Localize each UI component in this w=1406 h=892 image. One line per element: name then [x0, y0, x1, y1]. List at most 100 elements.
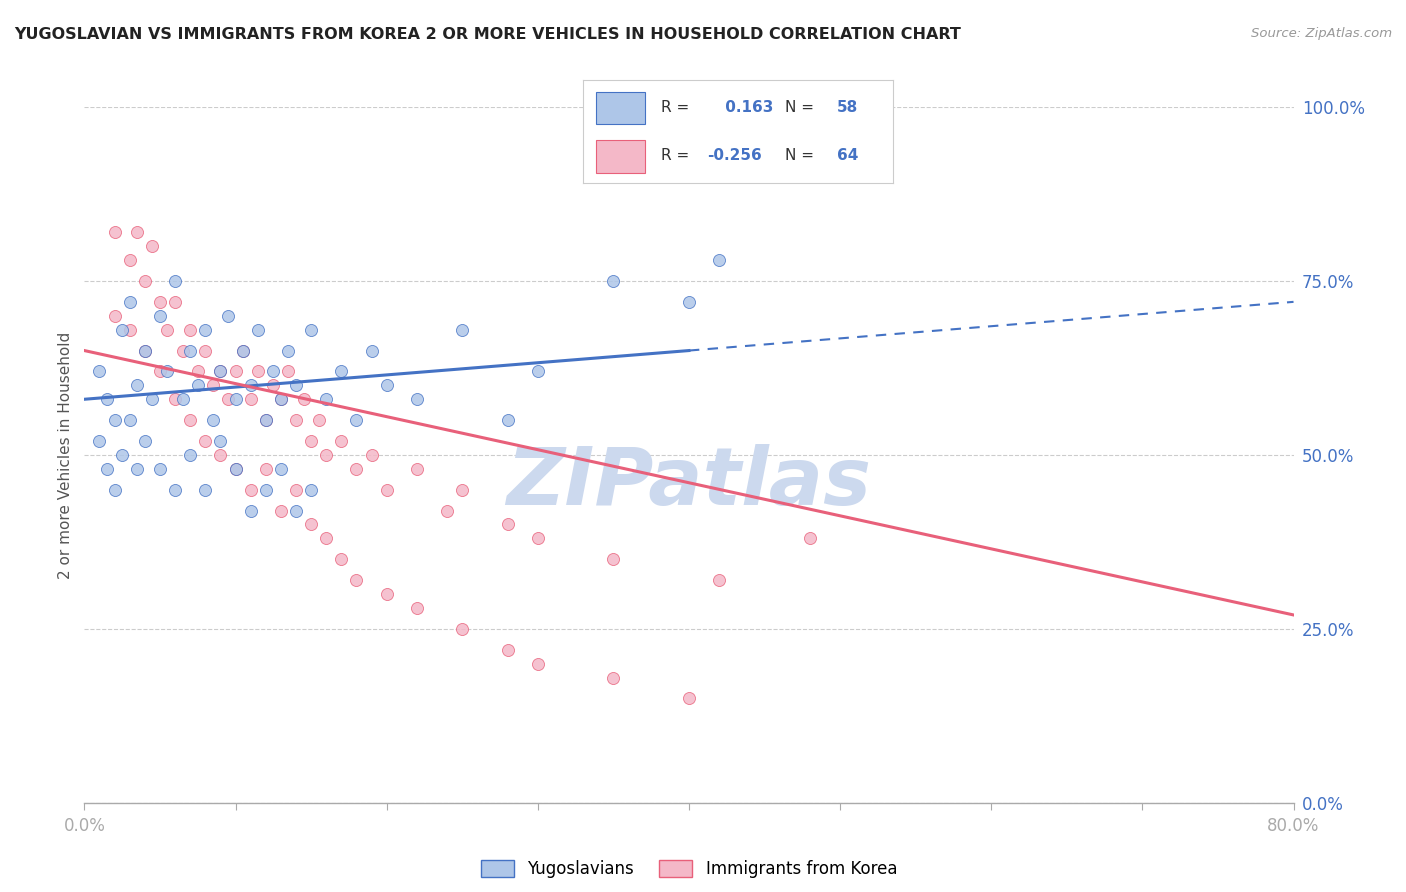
Point — [602, 671, 624, 685]
Point — [678, 294, 700, 309]
Point — [209, 448, 232, 462]
Point — [709, 253, 731, 268]
Point — [239, 392, 262, 407]
Point — [254, 462, 277, 476]
Point — [406, 462, 429, 476]
Point — [527, 657, 550, 671]
Point — [134, 343, 156, 358]
Text: YUGOSLAVIAN VS IMMIGRANTS FROM KOREA 2 OR MORE VEHICLES IN HOUSEHOLD CORRELATION: YUGOSLAVIAN VS IMMIGRANTS FROM KOREA 2 O… — [14, 27, 960, 42]
Point — [165, 392, 187, 407]
Point — [254, 413, 277, 427]
Point — [375, 587, 398, 601]
Point — [330, 364, 353, 378]
Point — [270, 392, 292, 407]
Point — [527, 364, 550, 378]
Point — [172, 392, 194, 407]
Point — [165, 483, 187, 497]
Text: -0.256: -0.256 — [707, 148, 762, 162]
Point — [436, 503, 458, 517]
Point — [156, 323, 179, 337]
Point — [239, 503, 262, 517]
Point — [451, 323, 474, 337]
Text: R =: R = — [661, 148, 689, 162]
Point — [96, 392, 118, 407]
Point — [330, 552, 353, 566]
Y-axis label: 2 or more Vehicles in Household: 2 or more Vehicles in Household — [58, 331, 73, 579]
Point — [127, 462, 149, 476]
Point — [104, 309, 127, 323]
Point — [284, 503, 308, 517]
Point — [315, 448, 337, 462]
Legend: Yugoslavians, Immigrants from Korea: Yugoslavians, Immigrants from Korea — [474, 854, 904, 885]
Point — [254, 413, 277, 427]
Point — [527, 532, 550, 546]
Point — [104, 413, 127, 427]
Point — [232, 343, 254, 358]
Point — [134, 343, 156, 358]
Point — [209, 364, 232, 378]
Point — [308, 413, 330, 427]
Point — [225, 392, 247, 407]
Point — [225, 462, 247, 476]
Point — [602, 274, 624, 288]
FancyBboxPatch shape — [596, 92, 645, 124]
Point — [194, 323, 217, 337]
Point — [375, 378, 398, 392]
Point — [284, 378, 308, 392]
Point — [360, 448, 382, 462]
FancyBboxPatch shape — [596, 140, 645, 173]
Point — [149, 294, 172, 309]
Point — [201, 413, 224, 427]
Point — [315, 392, 337, 407]
Point — [406, 601, 429, 615]
Point — [96, 462, 118, 476]
Point — [165, 274, 187, 288]
Point — [277, 364, 299, 378]
Point — [270, 462, 292, 476]
Point — [104, 225, 127, 239]
Point — [406, 392, 429, 407]
Point — [451, 483, 474, 497]
Point — [118, 253, 141, 268]
Point — [299, 434, 322, 448]
Point — [284, 483, 308, 497]
Point — [194, 483, 217, 497]
Text: Source: ZipAtlas.com: Source: ZipAtlas.com — [1251, 27, 1392, 40]
Point — [201, 378, 224, 392]
Point — [292, 392, 315, 407]
Point — [172, 343, 194, 358]
Point — [104, 483, 127, 497]
Point — [270, 392, 292, 407]
Point — [165, 294, 187, 309]
Point — [254, 483, 277, 497]
Point — [179, 413, 201, 427]
Point — [134, 274, 156, 288]
Point — [111, 323, 134, 337]
Point — [217, 309, 239, 323]
Point — [284, 413, 308, 427]
Point — [239, 483, 262, 497]
Point — [239, 378, 262, 392]
Point — [496, 413, 519, 427]
Point — [247, 364, 270, 378]
Point — [187, 364, 209, 378]
Point — [149, 364, 172, 378]
Point — [194, 343, 217, 358]
Point — [217, 392, 239, 407]
Point — [299, 517, 322, 532]
Point — [209, 364, 232, 378]
Point — [262, 378, 284, 392]
Point — [179, 448, 201, 462]
Point — [149, 462, 172, 476]
Point — [678, 691, 700, 706]
Text: 0.163: 0.163 — [720, 101, 773, 115]
Text: N =: N = — [785, 101, 814, 115]
Point — [89, 364, 111, 378]
Point — [156, 364, 179, 378]
Point — [451, 622, 474, 636]
Point — [127, 225, 149, 239]
Text: 58: 58 — [837, 101, 859, 115]
Text: 64: 64 — [837, 148, 859, 162]
Point — [149, 309, 172, 323]
Text: R =: R = — [661, 101, 689, 115]
